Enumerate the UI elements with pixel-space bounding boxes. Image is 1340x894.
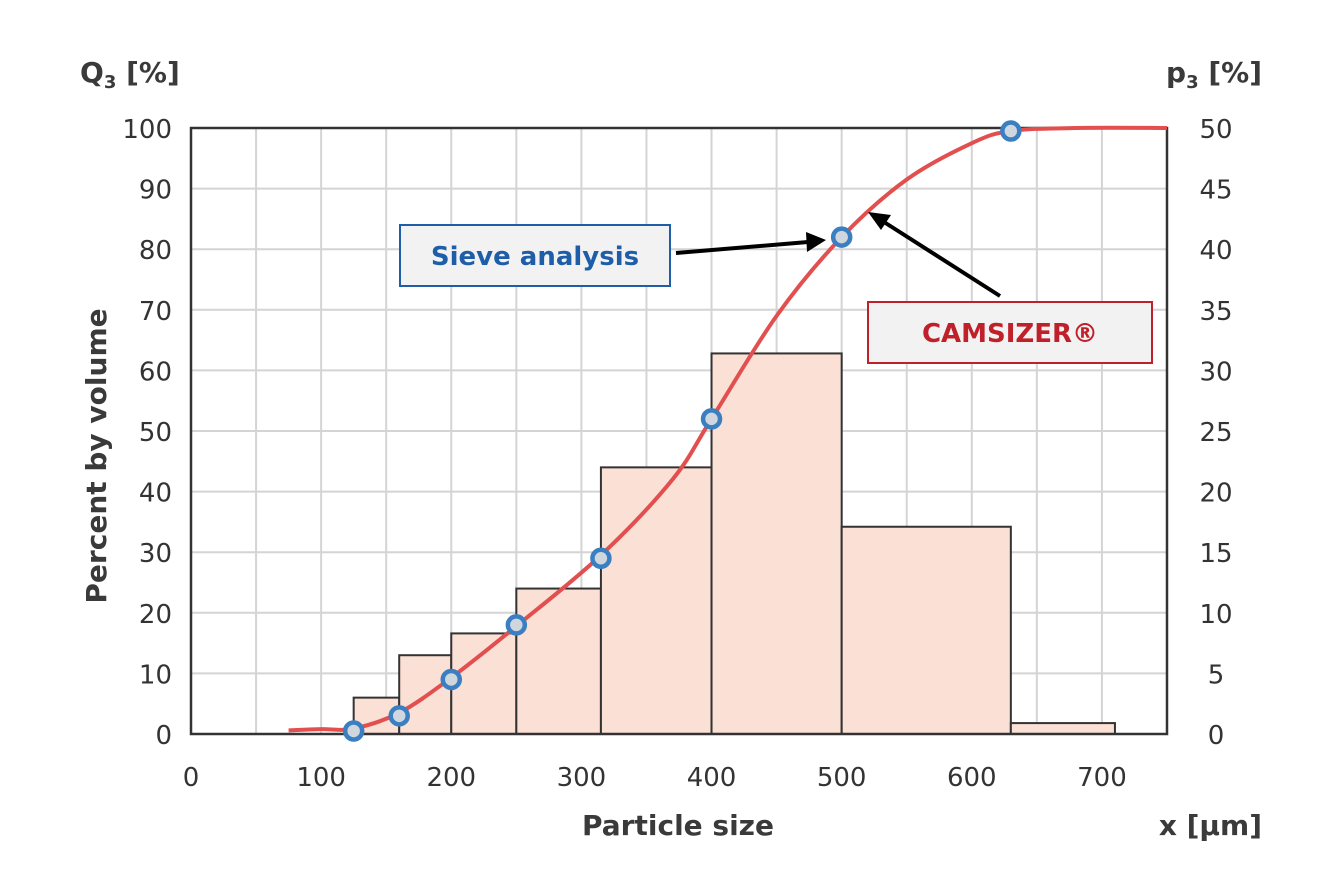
sieve-point <box>1000 120 1022 142</box>
y-right-tick-label: 0 <box>1208 721 1225 751</box>
histogram-bar <box>840 525 1012 735</box>
x-axis-unit: x [µm] <box>1159 809 1262 842</box>
plot-frame <box>189 126 1169 736</box>
sieve-point <box>440 668 463 691</box>
histogram-bar <box>710 352 843 735</box>
camsizer-callout: CAMSIZER® <box>867 212 1153 364</box>
y-left-axis-title: Q3 [%] <box>80 56 180 93</box>
histogram-bar <box>515 587 602 735</box>
y-right-tick-label: 20 <box>1199 479 1232 509</box>
x-tick-label: 0 <box>183 763 200 793</box>
sieve-point <box>505 614 528 636</box>
y-right-tick-label: 30 <box>1199 357 1232 387</box>
y-right-tick-label: 5 <box>1208 660 1225 690</box>
histogram-bar <box>599 466 713 735</box>
sieve-point <box>590 547 612 570</box>
x-tick-label: 600 <box>947 763 997 793</box>
camsizer-arrow <box>882 220 1002 298</box>
camsizer-label: CAMSIZER® <box>922 319 1098 349</box>
x-tick-label: 400 <box>687 763 737 793</box>
x-tick-label: 700 <box>1077 763 1127 793</box>
y-right-axis-title: p3 [%] <box>1166 56 1262 93</box>
sieve-analysis-callout: Sieve analysis <box>399 224 826 287</box>
y-left-tick-label: 10 <box>139 660 172 690</box>
y-left-tick-label: 90 <box>139 176 172 206</box>
y-left-tick-label: 0 <box>155 721 172 751</box>
y-left-tick-label: 50 <box>139 418 172 448</box>
x-tick-label: 300 <box>557 763 607 793</box>
y-left-tick-label: 80 <box>139 236 172 266</box>
x-tick-label: 200 <box>426 763 476 793</box>
y-right-tick-label: 15 <box>1199 539 1232 569</box>
sieve-point <box>342 720 365 742</box>
y-right-tick-label: 10 <box>1199 600 1232 630</box>
sieve-analysis-label: Sieve analysis <box>431 242 639 272</box>
x-tick-labels: 0 100 200 300 400 500 600 700 <box>183 763 1127 793</box>
y-left-tick-label: 60 <box>139 357 172 387</box>
y-left-tick-labels: 0 10 20 30 40 50 60 70 80 90 100 <box>122 115 172 751</box>
x-axis-title: Particle size <box>582 809 774 842</box>
sieve-points <box>342 120 1022 742</box>
y-left-tick-label: 40 <box>139 479 172 509</box>
histogram-bar <box>1009 722 1116 735</box>
y-left-tick-label: 100 <box>122 115 172 145</box>
sieve-arrow-head <box>806 232 826 252</box>
y-axis-title: Percent by volume <box>80 308 113 603</box>
y-right-tick-labels: 0 5 10 15 20 25 30 35 40 45 50 <box>1199 115 1232 751</box>
sieve-arrow <box>675 240 809 255</box>
x-tick-label: 500 <box>817 763 867 793</box>
sieve-point <box>700 408 723 430</box>
y-right-tick-label: 45 <box>1199 176 1232 206</box>
y-left-tick-label: 30 <box>139 539 172 569</box>
x-tick-label: 100 <box>296 763 346 793</box>
camsizer-arrow-head <box>868 212 891 230</box>
y-left-tick-label: 70 <box>139 297 172 327</box>
sieve-point <box>830 226 853 248</box>
y-left-tick-label: 20 <box>139 600 172 630</box>
y-right-tick-label: 50 <box>1199 115 1232 145</box>
y-right-tick-label: 25 <box>1199 418 1232 448</box>
y-right-tick-label: 35 <box>1199 297 1232 327</box>
sieve-point <box>388 705 410 727</box>
histogram-bars <box>352 352 1116 736</box>
y-right-tick-label: 40 <box>1199 236 1232 266</box>
